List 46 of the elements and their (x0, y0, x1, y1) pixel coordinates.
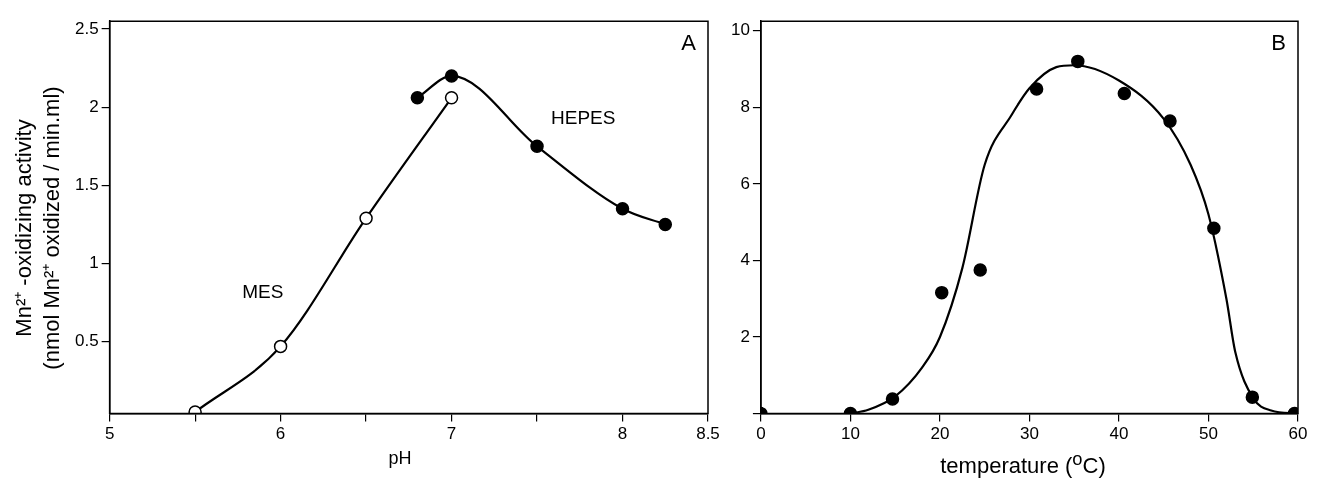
x-tick-label: 8 (617, 424, 628, 444)
x-axis-title: temperature ($^{o}$C) (939, 448, 1107, 480)
y-tick-label: 10 (730, 20, 750, 40)
point (885, 392, 900, 406)
x-tick-label: 40 (1109, 424, 1129, 444)
point (1071, 54, 1085, 69)
point (530, 139, 544, 154)
point (444, 69, 459, 83)
point (410, 91, 425, 105)
point (1163, 114, 1177, 128)
point (934, 285, 949, 300)
annotation: B (1271, 30, 1286, 56)
y-tick-label: 2.5 (74, 18, 99, 38)
point (973, 263, 987, 277)
y-axis-title: Mn²⁺ -oxidizing activity (nmol Mn²⁺ oxidized / min.ml) (10, 86, 65, 370)
series-label: HEPES (551, 106, 616, 128)
point (273, 339, 288, 354)
x-tick-label: 7 (446, 424, 457, 444)
x-tick-label: 60 (1288, 424, 1308, 444)
y-tick-label: 1.5 (74, 175, 99, 195)
point (359, 211, 373, 225)
y-tick-label: 4 (740, 250, 750, 270)
y-tick-label: 0.5 (74, 331, 99, 351)
point (1029, 82, 1044, 96)
point (658, 217, 673, 232)
y-tick-label: 1 (89, 253, 99, 273)
y-tick-label: 6 (740, 173, 750, 193)
point (615, 202, 630, 216)
point (1245, 390, 1260, 404)
x-tick-label: 20 (930, 424, 950, 444)
x-axis-title: pH (387, 448, 413, 469)
y-tick-label: 8 (740, 97, 750, 117)
point (1117, 86, 1132, 101)
x-tick-label: 10 (840, 424, 860, 444)
point (1207, 221, 1221, 236)
series-label: MES (242, 280, 284, 302)
x-tick-label: 5 (104, 424, 115, 444)
y-tick-label: 2 (740, 326, 750, 346)
annotation: A (681, 30, 697, 56)
x-tick-label: 50 (1199, 424, 1218, 444)
x-tick-label: 30 (1019, 424, 1039, 444)
y-tick-label: 2 (89, 96, 99, 116)
point (444, 91, 459, 105)
x-tick-label: 6 (275, 424, 286, 444)
x-tick-label: 0 (756, 424, 766, 444)
x-tick-label: 8.5 (696, 424, 720, 444)
